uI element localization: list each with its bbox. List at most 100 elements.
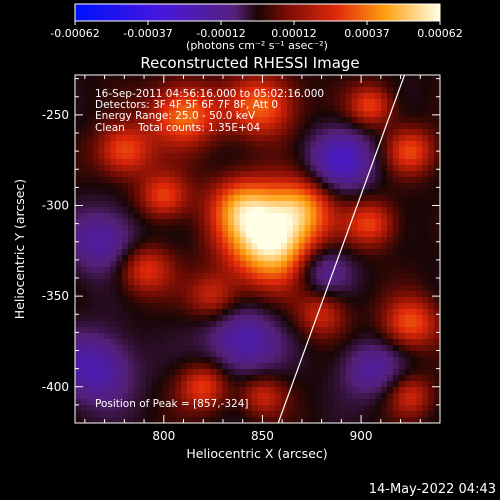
heatmap-cell <box>133 381 141 388</box>
heatmap-cell <box>198 363 206 370</box>
heatmap-cell <box>328 141 335 148</box>
heatmap-cell <box>80 357 88 364</box>
heatmap-cell <box>116 417 123 423</box>
heatmap-cell <box>351 159 359 166</box>
heatmap-cell <box>363 369 370 376</box>
heatmap-cell <box>127 135 135 142</box>
heatmap-cell <box>275 207 282 214</box>
heatmap-cell <box>228 165 235 172</box>
heatmap-cell <box>263 279 270 286</box>
heatmap-cell <box>257 165 264 172</box>
heatmap-cell <box>133 417 141 423</box>
heatmap-cell <box>127 357 135 364</box>
heatmap-cell <box>245 171 253 178</box>
heatmap-cell <box>422 411 429 418</box>
heatmap-cell <box>192 381 200 388</box>
heatmap-cell <box>292 327 300 334</box>
heatmap-cell <box>398 345 406 352</box>
heatmap-cell <box>345 243 353 250</box>
heatmap-cell <box>428 105 435 112</box>
heatmap-cell <box>387 99 394 106</box>
heatmap-cell <box>281 411 288 418</box>
heatmap-cell <box>157 75 164 82</box>
heatmap-cell <box>145 123 153 130</box>
heatmap-cell <box>387 183 394 190</box>
heatmap-cell <box>233 123 241 130</box>
heatmap-cell <box>216 387 223 394</box>
heatmap-cell <box>133 111 141 118</box>
heatmap-cell <box>375 291 382 298</box>
heatmap-cell <box>139 279 147 286</box>
heatmap-cell <box>286 237 294 244</box>
heatmap-cell <box>387 213 394 220</box>
heatmap-cell <box>92 129 100 136</box>
heatmap-cell <box>110 81 117 88</box>
heatmap-cell <box>116 111 123 118</box>
heatmap-cell <box>86 399 94 406</box>
heatmap-cell <box>228 399 235 406</box>
heatmap-cell <box>157 207 164 214</box>
heatmap-cell <box>92 333 100 340</box>
heatmap-cell <box>322 165 329 172</box>
heatmap-cell <box>422 207 429 214</box>
heatmap-cell <box>180 111 188 118</box>
heatmap-cell <box>116 195 123 202</box>
heatmap-cell <box>363 375 370 382</box>
heatmap-cell <box>216 309 223 316</box>
heatmap-cell <box>392 411 400 418</box>
heatmap-cell <box>151 243 159 250</box>
heatmap-cell <box>239 249 247 256</box>
heatmap-cell <box>281 327 288 334</box>
heatmap-cell <box>139 153 147 160</box>
heatmap-cell <box>75 225 82 232</box>
heatmap-cell <box>175 321 182 328</box>
heatmap-cell <box>169 327 176 334</box>
heatmap-cell <box>139 273 147 280</box>
heatmap-cell <box>92 351 100 358</box>
heatmap-cell <box>180 309 188 316</box>
heatmap-cell <box>186 141 194 148</box>
heatmap-cell <box>410 255 418 262</box>
heatmap-cell <box>216 189 223 196</box>
heatmap-cell <box>245 285 253 292</box>
heatmap-cell <box>428 243 435 250</box>
heatmap-cell <box>322 213 329 220</box>
heatmap-cell <box>339 357 347 364</box>
heatmap-cell <box>239 231 247 238</box>
annotation-detectors: Detectors: 3F 4F 5F 6F 7F 8F, Att 0 <box>95 99 278 111</box>
heatmap-cell <box>228 183 235 190</box>
heatmap-cell <box>416 183 423 190</box>
heatmap-cell <box>251 285 259 292</box>
heatmap-cell <box>198 165 206 172</box>
heatmap-cell <box>210 339 217 346</box>
heatmap-cell <box>210 117 217 124</box>
heatmap-cell <box>122 369 129 376</box>
heatmap-cell <box>334 351 341 358</box>
heatmap-cell <box>180 399 188 406</box>
heatmap-cell <box>139 189 147 196</box>
heatmap-cell <box>334 405 341 412</box>
heatmap-cell <box>239 333 247 340</box>
heatmap-cell <box>304 183 312 190</box>
heatmap-cell <box>104 171 111 178</box>
heatmap-cell <box>398 351 406 358</box>
heatmap-cell <box>198 87 206 94</box>
heatmap-cell <box>210 255 217 262</box>
heatmap-cell <box>375 105 382 112</box>
heatmap-cell <box>434 417 440 423</box>
heatmap-cell <box>127 315 135 322</box>
heatmap-cell <box>269 387 276 394</box>
heatmap-cell <box>163 285 170 292</box>
heatmap-cell <box>269 147 276 154</box>
heatmap-cell <box>281 99 288 106</box>
heatmap-cell <box>422 333 429 340</box>
heatmap-cell <box>145 171 153 178</box>
heatmap-cell <box>186 417 194 423</box>
heatmap-cell <box>145 417 153 423</box>
heatmap-cell <box>145 195 153 202</box>
heatmap-cell <box>80 189 88 196</box>
heatmap-cell <box>381 273 388 280</box>
heatmap-cell <box>186 189 194 196</box>
heatmap-cell <box>316 87 323 94</box>
heatmap-cell <box>381 207 388 214</box>
